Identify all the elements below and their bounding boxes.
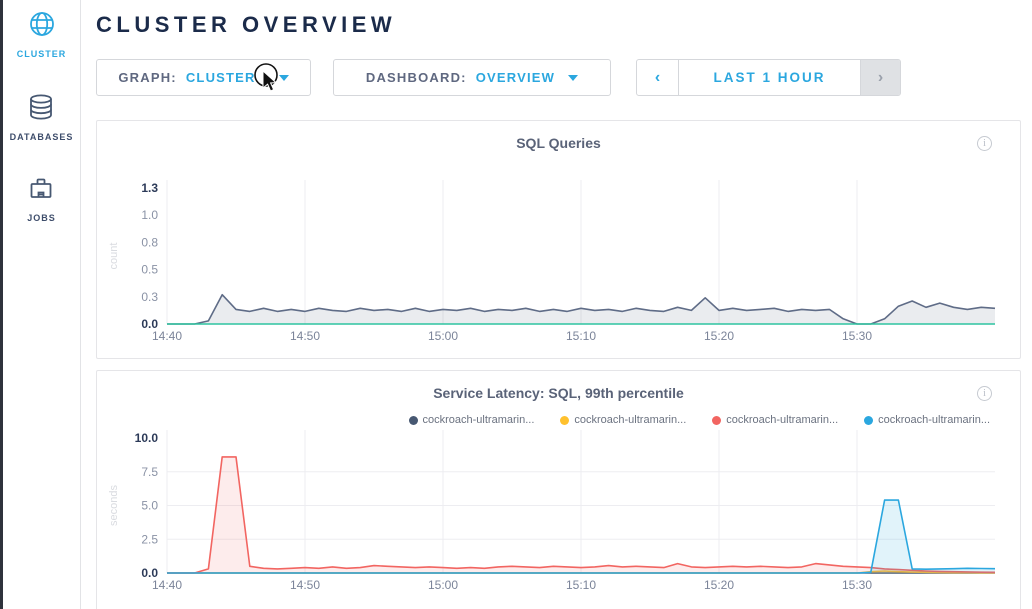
legend-label: cockroach-ultramarin... — [422, 414, 535, 426]
svg-text:15:20: 15:20 — [704, 578, 734, 592]
svg-text:15:30: 15:30 — [842, 329, 872, 343]
svg-text:15:00: 15:00 — [428, 329, 458, 343]
sidebar-item-label: DATABASES — [9, 132, 74, 142]
sidebar-item-cluster[interactable]: CLUSTER — [17, 10, 67, 59]
service-latency-chart: 0.0 2.5 5.0 7.5 10.0 14:40 14:50 15:00 15:10 15:2… — [97, 371, 1020, 609]
legend-label: cockroach-ultramarin... — [726, 414, 839, 426]
svg-text:15:10: 15:10 — [566, 329, 596, 343]
svg-text:14:40: 14:40 — [152, 578, 182, 592]
chart-title: SQL Queries — [516, 135, 601, 151]
graph-dropdown-label: GRAPH: — [118, 70, 177, 85]
window-edge — [0, 0, 3, 609]
time-range-prev-button[interactable]: ‹ — [637, 60, 679, 95]
svg-text:seconds: seconds — [108, 485, 120, 526]
graph-dropdown[interactable]: GRAPH: CLUSTER — [96, 59, 311, 96]
svg-text:0.0: 0.0 — [141, 566, 158, 580]
svg-text:14:50: 14:50 — [290, 329, 320, 343]
svg-text:count: count — [108, 243, 120, 270]
svg-text:0.3: 0.3 — [141, 290, 158, 304]
svg-text:0.0: 0.0 — [141, 317, 158, 331]
legend-item[interactable]: cockroach-ultramarin... — [408, 414, 535, 426]
chevron-down-icon — [278, 74, 289, 81]
svg-text:1.0: 1.0 — [141, 208, 158, 222]
svg-text:0.5: 0.5 — [141, 263, 158, 277]
svg-text:14:40: 14:40 — [152, 329, 182, 343]
legend-label: cockroach-ultramarin... — [574, 414, 687, 426]
sidebar: CLUSTER DATABASES JOBS — [3, 0, 81, 609]
legend-label: cockroach-ultramarin... — [878, 414, 990, 426]
chart-card-sql-queries: SQL Queries i 0.0 0.3 0.5 0.8 1.0 1.3 14:40 14:… — [96, 120, 1021, 359]
svg-text:15:10: 15:10 — [566, 578, 596, 592]
globe-icon — [28, 10, 56, 43]
chart-card-service-latency: Service Latency: SQL, 99th percentile i … — [96, 370, 1021, 609]
legend-dot-icon — [560, 415, 570, 425]
svg-text:15:00: 15:00 — [428, 578, 458, 592]
svg-text:1.3: 1.3 — [141, 181, 158, 195]
sidebar-item-databases[interactable]: DATABASES — [10, 93, 74, 142]
time-range-next-button[interactable]: › — [860, 60, 900, 95]
controls-bar: GRAPH: CLUSTER DASHBOARD: OVERVIEW ‹ LAS… — [96, 59, 1021, 96]
chart-title: Service Latency: SQL, 99th percentile — [433, 385, 684, 401]
sidebar-item-label: CLUSTER — [16, 49, 67, 59]
svg-text:0.8: 0.8 — [141, 235, 158, 249]
chevron-down-icon — [568, 74, 579, 81]
sidebar-item-label: JOBS — [27, 213, 56, 223]
legend-dot-icon — [864, 415, 874, 425]
svg-text:14:50: 14:50 — [290, 578, 320, 592]
info-icon[interactable]: i — [977, 136, 992, 151]
info-icon[interactable]: i — [977, 386, 992, 401]
svg-text:2.5: 2.5 — [141, 532, 158, 546]
briefcase-icon — [28, 176, 54, 207]
svg-text:5.0: 5.0 — [141, 499, 158, 513]
page-title: CLUSTER OVERVIEW — [96, 12, 397, 37]
legend-dot-icon — [712, 415, 722, 425]
svg-text:7.5: 7.5 — [141, 465, 158, 479]
dashboard-dropdown-label: DASHBOARD: — [365, 70, 467, 85]
svg-text:10.0: 10.0 — [135, 431, 159, 445]
sql-queries-chart: 0.0 0.3 0.5 0.8 1.0 1.3 14:40 14:50 15:00 15:10 15… — [97, 121, 1020, 358]
dashboard-dropdown[interactable]: DASHBOARD: OVERVIEW — [333, 59, 611, 96]
time-range-selector: ‹ LAST 1 HOUR › — [636, 59, 901, 96]
chart-legend: cockroach-ultramarin... cockroach-ultrama… — [408, 414, 990, 426]
svg-text:15:20: 15:20 — [704, 329, 734, 343]
legend-dot-icon — [408, 415, 418, 425]
database-icon — [28, 93, 54, 126]
time-range-label[interactable]: LAST 1 HOUR — [713, 70, 826, 85]
dashboard-dropdown-value: OVERVIEW — [475, 70, 556, 85]
legend-item[interactable]: cockroach-ultramarin... — [560, 414, 686, 426]
graph-dropdown-value: CLUSTER — [185, 70, 256, 85]
legend-item[interactable]: cockroach-ultramarin... — [712, 414, 838, 426]
sidebar-item-jobs[interactable]: JOBS — [27, 176, 56, 223]
main-content: CLUSTER OVERVIEW GRAPH: CLUSTER DASHBOAR… — [81, 0, 1032, 609]
legend-item[interactable]: cockroach-ultramarin... — [864, 414, 990, 426]
svg-text:15:30: 15:30 — [842, 578, 872, 592]
